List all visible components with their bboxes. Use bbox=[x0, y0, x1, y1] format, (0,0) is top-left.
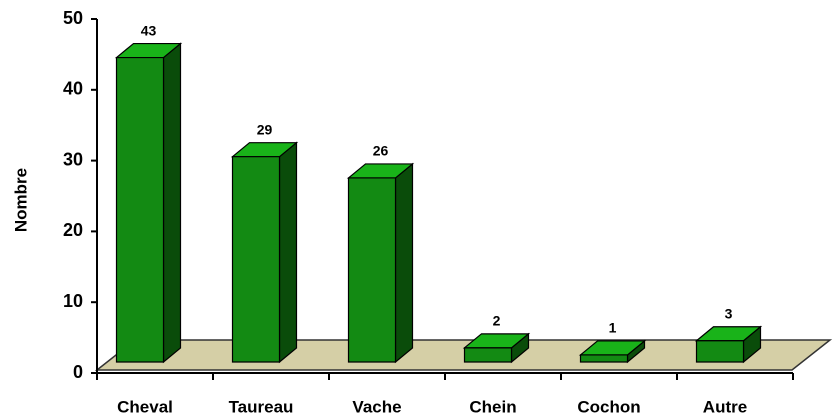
data-label: 3 bbox=[725, 305, 733, 321]
bar-side bbox=[162, 42, 182, 364]
x-tick-label: Cochon bbox=[577, 397, 640, 416]
bar-front bbox=[695, 340, 745, 363]
data-label: 29 bbox=[257, 121, 273, 137]
x-tick-label: Cheval bbox=[117, 397, 173, 416]
bar-front bbox=[231, 156, 281, 363]
bar bbox=[346, 162, 415, 364]
y-tick-label: 0 bbox=[73, 362, 83, 382]
y-tick-label: 20 bbox=[63, 220, 83, 240]
data-label: 26 bbox=[373, 143, 389, 159]
data-label: 1 bbox=[609, 320, 617, 336]
y-tick-label: 30 bbox=[63, 149, 83, 169]
bar bbox=[578, 339, 647, 364]
y-tick-label: 50 bbox=[63, 8, 83, 28]
x-tick-label: Taureau bbox=[229, 397, 294, 416]
y-tick-label: 40 bbox=[63, 79, 83, 99]
bar-side bbox=[394, 162, 414, 364]
x-tick-label: Autre bbox=[703, 397, 747, 416]
data-label: 2 bbox=[493, 313, 501, 329]
y-axis-title: Nombre bbox=[11, 168, 30, 232]
x-tick-label: Vache bbox=[352, 397, 401, 416]
bar-front bbox=[115, 56, 165, 363]
y-tick-label: 10 bbox=[63, 291, 83, 311]
data-label: 43 bbox=[141, 22, 157, 38]
bar bbox=[114, 42, 183, 364]
bar-side bbox=[278, 141, 298, 364]
bar-front bbox=[579, 354, 629, 363]
bar bbox=[230, 141, 299, 364]
bar-front bbox=[347, 177, 397, 363]
bar bbox=[694, 325, 763, 364]
x-tick-label: Chein bbox=[469, 397, 516, 416]
bar-front bbox=[463, 347, 513, 363]
bar bbox=[462, 332, 531, 364]
